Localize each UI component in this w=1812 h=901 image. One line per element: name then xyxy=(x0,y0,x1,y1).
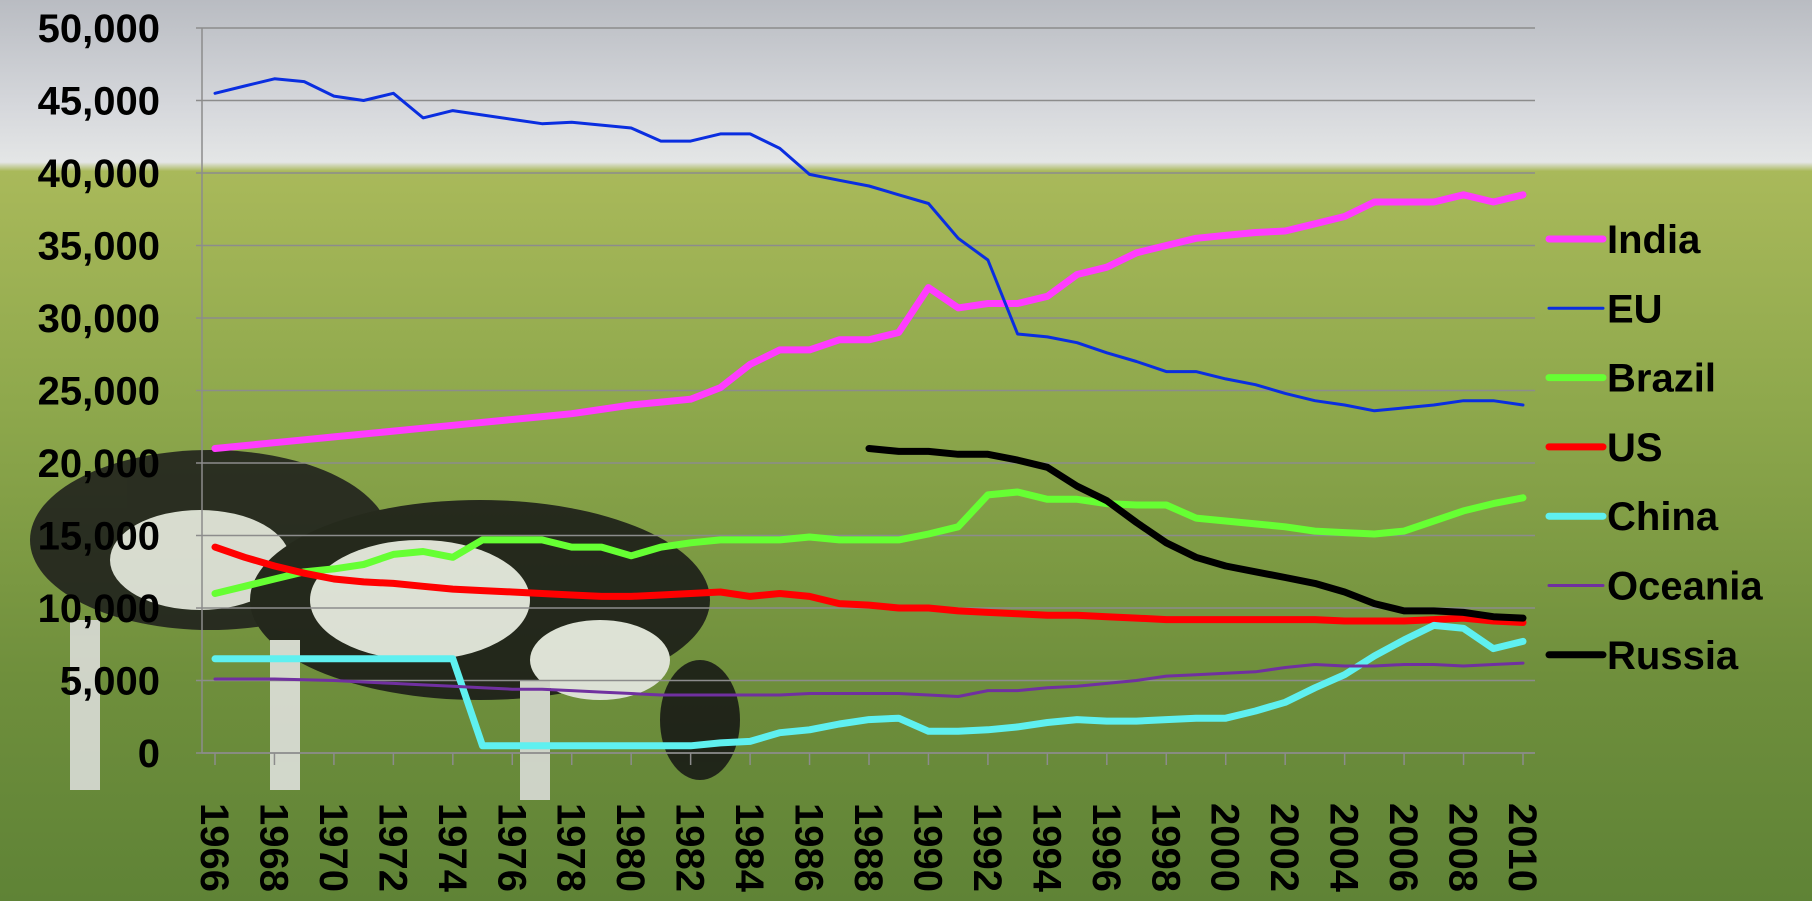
x-tick-label: 1988 xyxy=(846,803,890,892)
legend-label: US xyxy=(1607,426,1663,470)
y-tick-label: 45,000 xyxy=(38,80,160,124)
y-tick-label: 15,000 xyxy=(38,515,160,559)
x-tick-label: 1994 xyxy=(1024,803,1068,893)
series-line xyxy=(211,191,1527,452)
series-line xyxy=(213,661,1525,698)
legend-label: Russia xyxy=(1607,634,1739,678)
legend-label: Brazil xyxy=(1607,357,1716,401)
series-line xyxy=(211,621,1527,750)
x-tick-label: 1980 xyxy=(608,803,652,892)
y-tick-label: 10,000 xyxy=(38,587,160,631)
plot-area: 0 5,000 10,000 15,000 20,000 25,000 30,000 35,0… xyxy=(38,7,1764,893)
y-tick-label: 0 xyxy=(138,732,160,776)
x-tick-label: 1986 xyxy=(787,803,831,892)
x-tick-label: 2000 xyxy=(1203,803,1247,892)
series-line xyxy=(213,77,1525,413)
x-tick-label: 1972 xyxy=(370,803,414,892)
x-tick-label: 1974 xyxy=(430,803,474,893)
x-tick-label: 2002 xyxy=(1262,803,1306,892)
x-tick-label: 1966 xyxy=(192,803,236,892)
legend-label: India xyxy=(1607,218,1701,262)
y-tick-label: 30,000 xyxy=(38,297,160,341)
y-tick-label: 35,000 xyxy=(38,225,160,269)
x-tick-label: 1984 xyxy=(727,803,771,893)
legend-label: China xyxy=(1607,495,1719,539)
y-tick-label: 5,000 xyxy=(60,660,160,704)
x-tick-label: 1968 xyxy=(251,803,295,892)
series-line xyxy=(865,445,1527,622)
y-tick-label: 40,000 xyxy=(38,152,160,196)
legend-label: Oceania xyxy=(1607,565,1763,609)
x-tick-label: 1970 xyxy=(311,803,355,892)
x-tick-label: 2006 xyxy=(1381,803,1425,892)
x-tick-label: 1978 xyxy=(549,803,593,892)
y-tick-label: 20,000 xyxy=(38,442,160,486)
x-tick-label: 2004 xyxy=(1322,803,1366,893)
series-line xyxy=(211,488,1527,597)
x-tick-label: 2010 xyxy=(1500,803,1544,892)
x-tick-label: 1992 xyxy=(965,803,1009,892)
legend-label: EU xyxy=(1607,287,1663,331)
x-tick-label: 1982 xyxy=(668,803,712,892)
x-tick-label: 2008 xyxy=(1441,803,1485,892)
y-tick-label: 25,000 xyxy=(38,370,160,414)
x-tick-label: 1998 xyxy=(1143,803,1187,892)
x-tick-label: 1976 xyxy=(489,803,533,892)
y-tick-label: 50,000 xyxy=(38,7,160,51)
x-tick-label: 1990 xyxy=(905,803,949,892)
series-line xyxy=(211,543,1527,626)
x-tick-label: 1996 xyxy=(1084,803,1128,892)
